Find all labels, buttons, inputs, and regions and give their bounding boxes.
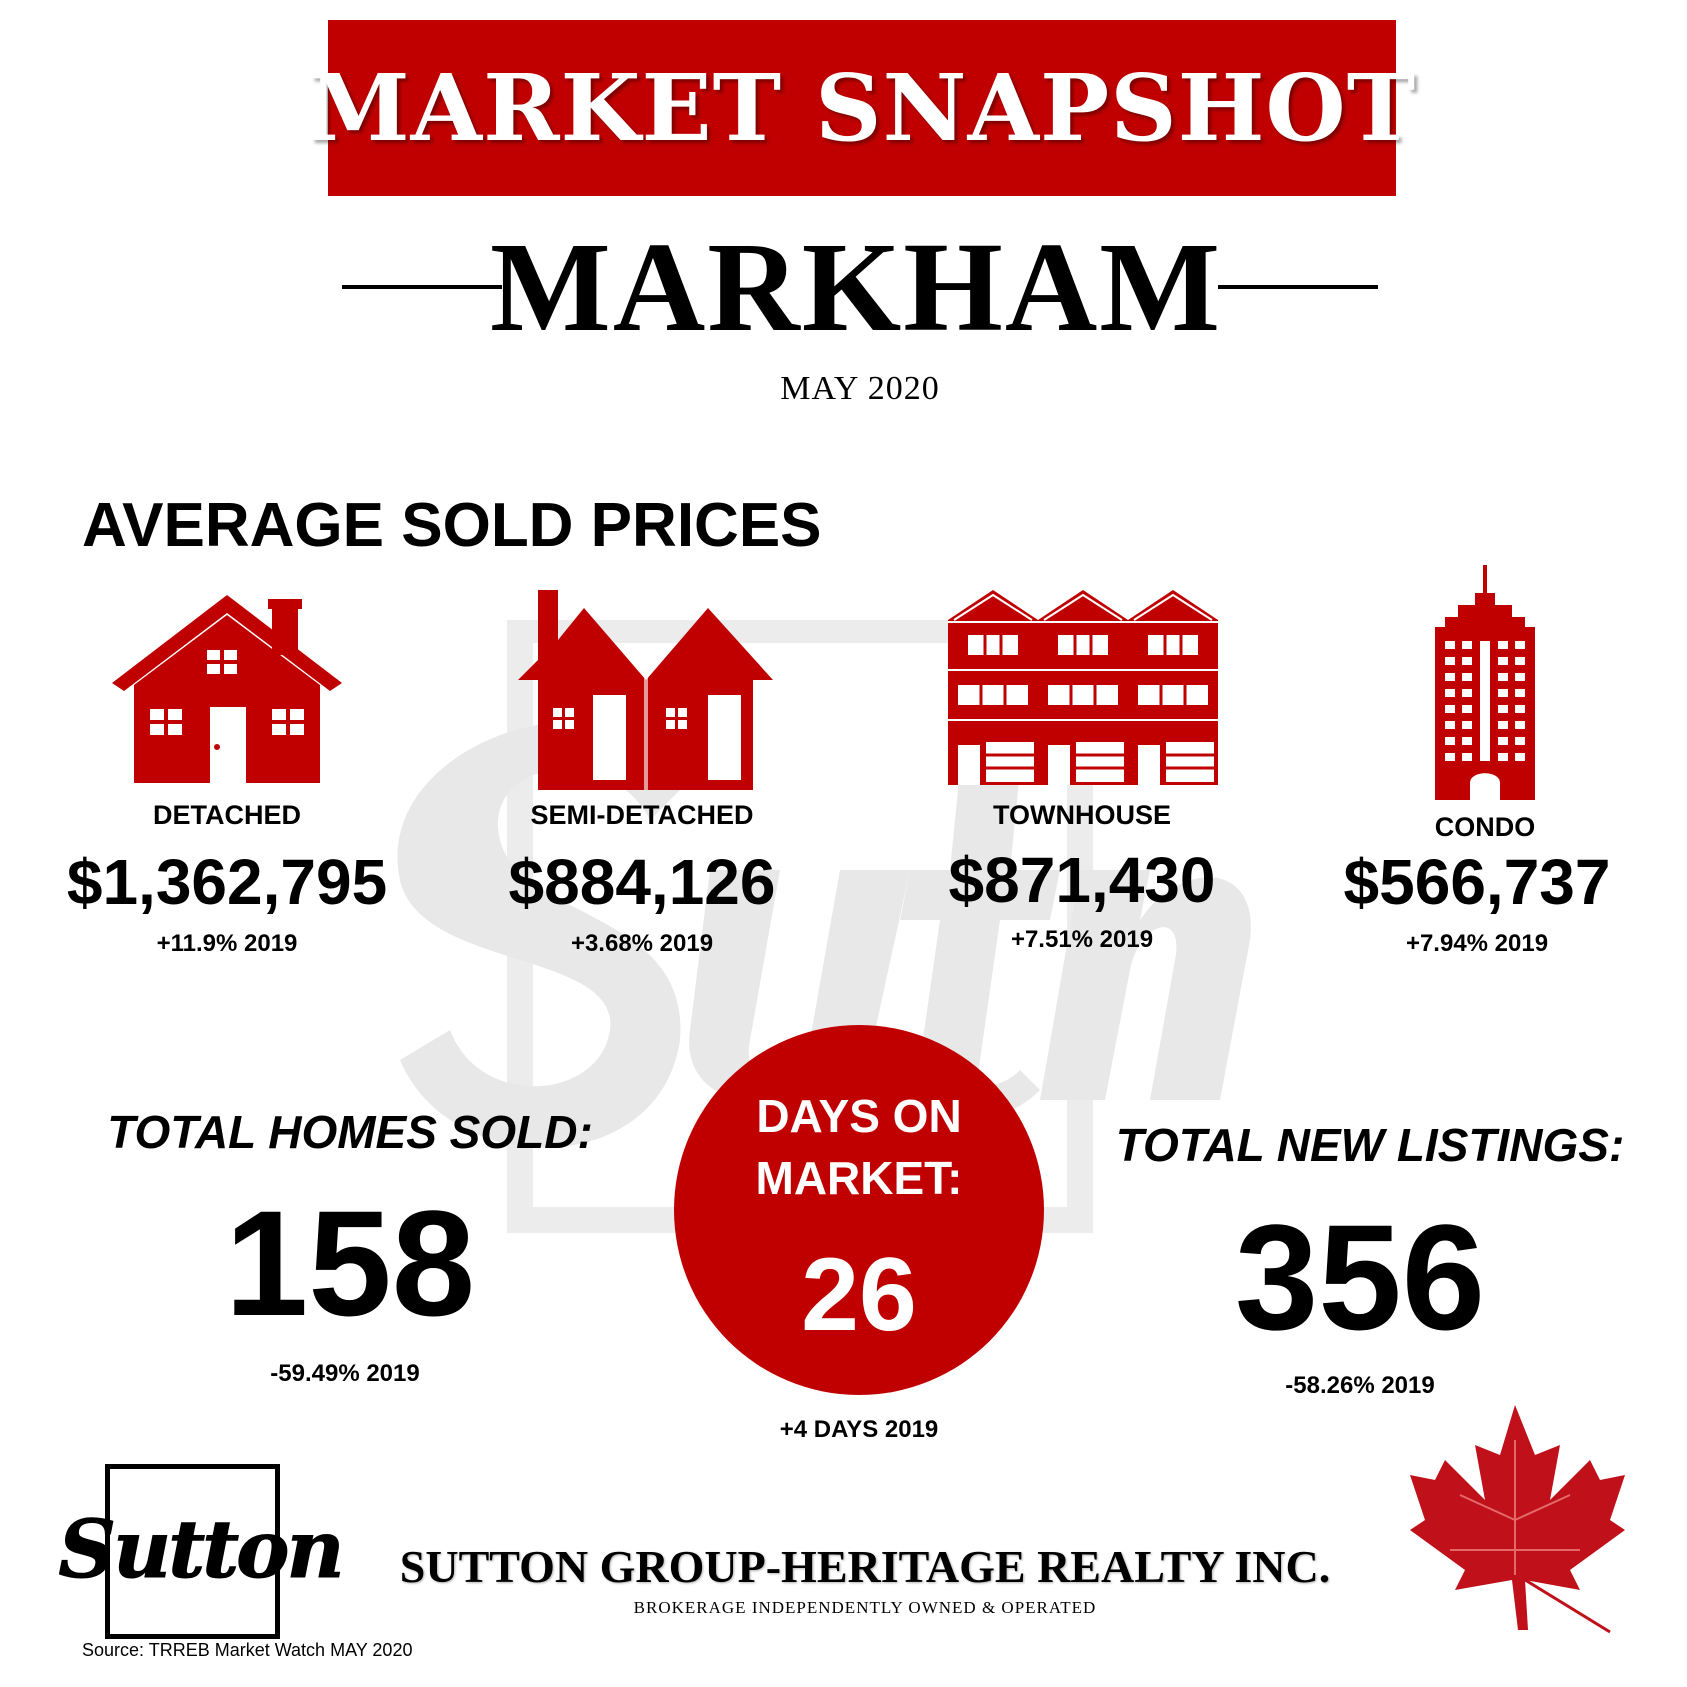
days-on-market-title: DAYS ON MARKET: [674,1085,1044,1209]
sutton-logo-text: Sutton [58,1502,345,1597]
price-detached: $1,362,795 [66,846,388,918]
report-period: MAY 2020 [780,370,940,407]
sutton-logo: Sutton [55,1450,345,1650]
city-title: MARKHAM [490,216,1223,358]
source-note: Source: TRREB Market Watch MAY 2020 [82,1640,413,1660]
condo-tower-icon [1435,565,1535,800]
townhouse-icon [948,590,1218,785]
homes-sold-value: 158 [224,1179,476,1347]
company-name: SUTTON GROUP-HERITAGE REALTY INC. [399,1541,1331,1592]
type-label-condo: CONDO [1434,812,1536,842]
type-label-townhouse: TOWNHOUSE [992,800,1171,830]
homes-sold-title: TOTAL HOMES SOLD: [107,1106,593,1158]
price-townhouse: $871,430 [948,844,1216,916]
detached-house-icon [112,595,342,783]
days-on-market-value: 26 [801,1237,917,1353]
banner-title: MARKET SNAPSHOT [307,54,1417,162]
maple-leaf-icon [1410,1405,1625,1634]
homes-sold-change: -59.49% 2019 [270,1360,420,1387]
change-detached: +11.9% 2019 [156,930,298,957]
company-tagline: BROKERAGE INDEPENDENTLY OWNED & OPERATED [633,1598,1097,1617]
new-listings-change: -58.26% 2019 [1285,1372,1435,1399]
new-listings-value: 356 [1234,1193,1486,1361]
sutton-logo-frame [105,1464,280,1639]
change-condo: +7.94% 2019 [1405,930,1549,957]
title-rule-right [1218,285,1378,289]
type-label-detached: DETACHED [153,800,301,830]
price-semi-detached: $884,126 [508,846,776,918]
average-prices-heading: AVERAGE SOLD PRICES [82,491,822,560]
title-rule-left [342,285,502,289]
change-townhouse: +7.51% 2019 [1010,926,1154,953]
title-banner: MARKET SNAPSHOT [308,20,1415,196]
price-condo: $566,737 [1343,846,1611,918]
days-on-market-title-line1: DAYS ON [756,1090,962,1142]
new-listings-title: TOTAL NEW LISTINGS: [1115,1119,1625,1171]
days-on-market-circle [674,1025,1044,1395]
semi-detached-house-icon [518,590,773,790]
type-label-semi-detached: SEMI-DETACHED [530,800,754,830]
change-semi-detached: +3.68% 2019 [570,930,714,957]
days-on-market-title-line2: MARKET: [755,1152,963,1204]
days-on-market-change: +4 DAYS 2019 [779,1416,939,1443]
